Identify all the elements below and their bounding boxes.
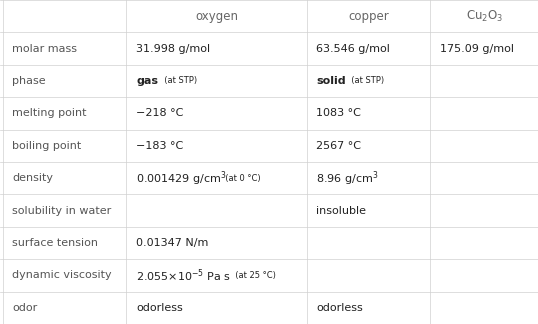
Text: 2.055×10$^{−5}$ Pa s: 2.055×10$^{−5}$ Pa s xyxy=(136,267,231,284)
Text: copper: copper xyxy=(348,10,389,23)
Text: 0.001429 g/cm$^3$: 0.001429 g/cm$^3$ xyxy=(136,169,226,188)
Text: −183 °C: −183 °C xyxy=(136,141,183,151)
Text: 175.09 g/mol: 175.09 g/mol xyxy=(440,44,514,53)
Text: odorless: odorless xyxy=(136,303,183,313)
Text: phase: phase xyxy=(12,76,46,86)
Text: oxygen: oxygen xyxy=(195,10,238,23)
Text: −218 °C: −218 °C xyxy=(136,109,183,118)
Text: boiling point: boiling point xyxy=(12,141,82,151)
Text: insoluble: insoluble xyxy=(316,206,366,215)
Text: 0.01347 N/m: 0.01347 N/m xyxy=(136,238,209,248)
Text: 31.998 g/mol: 31.998 g/mol xyxy=(136,44,210,53)
Text: solid: solid xyxy=(316,76,346,86)
Text: (at 0 °C): (at 0 °C) xyxy=(220,174,260,183)
Text: odor: odor xyxy=(12,303,38,313)
Text: solubility in water: solubility in water xyxy=(12,206,111,215)
Text: 63.546 g/mol: 63.546 g/mol xyxy=(316,44,390,53)
Text: Cu$_2$O$_3$: Cu$_2$O$_3$ xyxy=(465,9,503,24)
Text: 2567 °C: 2567 °C xyxy=(316,141,362,151)
Text: odorless: odorless xyxy=(316,303,363,313)
Text: 8.96 g/cm$^3$: 8.96 g/cm$^3$ xyxy=(316,169,379,188)
Text: density: density xyxy=(12,173,53,183)
Text: surface tension: surface tension xyxy=(12,238,98,248)
Text: (at 25 °C): (at 25 °C) xyxy=(230,271,276,280)
Text: (at STP): (at STP) xyxy=(346,76,384,86)
Text: gas: gas xyxy=(136,76,158,86)
Text: (at STP): (at STP) xyxy=(159,76,197,86)
Text: dynamic viscosity: dynamic viscosity xyxy=(12,271,112,280)
Text: melting point: melting point xyxy=(12,109,87,118)
Text: 1083 °C: 1083 °C xyxy=(316,109,361,118)
Text: molar mass: molar mass xyxy=(12,44,77,53)
